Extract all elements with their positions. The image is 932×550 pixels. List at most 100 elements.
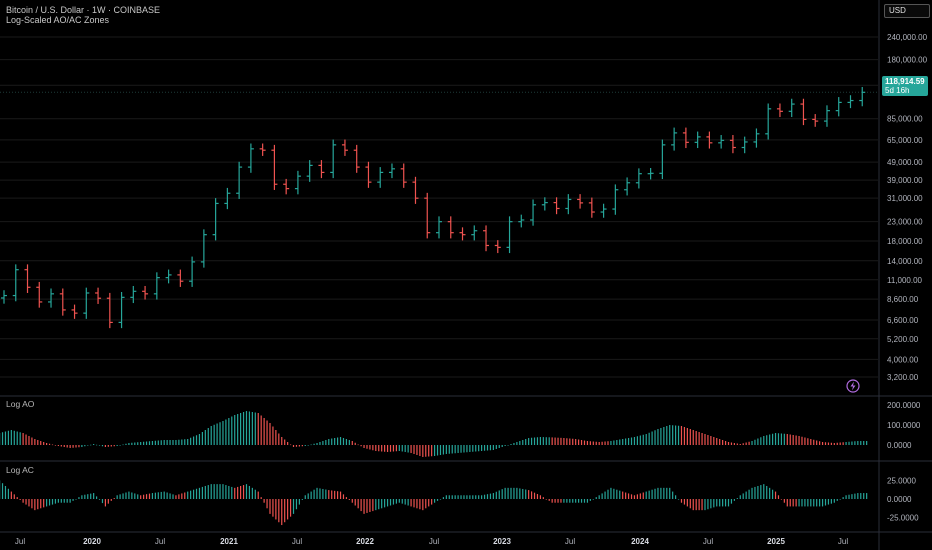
ao-bar <box>689 429 691 445</box>
y-tick-label: 8,600.00 <box>887 295 919 304</box>
x-tick-label: 2024 <box>631 537 649 546</box>
ac-bar <box>786 499 788 507</box>
ao-bar <box>845 442 847 445</box>
ao-bar <box>269 423 271 445</box>
ac-bar <box>172 494 174 499</box>
ao-bar <box>381 445 383 452</box>
currency-selector[interactable]: USD <box>884 4 930 18</box>
ao-bar <box>104 445 107 447</box>
ac-bar <box>698 499 700 511</box>
ac-bar <box>854 493 856 499</box>
ac-bar <box>348 499 350 500</box>
ac-bar <box>754 486 756 499</box>
ao-bar <box>777 433 780 445</box>
ao-bar <box>457 445 459 453</box>
ao-bar <box>407 445 409 453</box>
ao-bar <box>328 439 330 445</box>
y-tick-label: 39,000.00 <box>887 176 923 185</box>
ao-bar <box>369 445 371 450</box>
price-bar <box>659 139 666 180</box>
price-bar <box>24 264 31 293</box>
ao-bar <box>95 444 98 446</box>
ao-bar <box>198 434 201 445</box>
ao-bar <box>148 441 151 445</box>
ac-bar <box>560 499 562 503</box>
ao-bar <box>722 440 724 445</box>
ao-bar <box>863 441 865 445</box>
price-bar <box>518 214 525 228</box>
ao-bar <box>592 441 594 445</box>
ac-bar <box>748 489 750 499</box>
ac-bar <box>25 499 27 505</box>
ao-bar <box>375 445 377 451</box>
ao-bar <box>545 437 547 445</box>
ao-bar <box>433 445 436 456</box>
ac-bar <box>460 495 462 499</box>
ac-bar <box>213 484 215 499</box>
price-bar <box>1 290 7 304</box>
ao-bar <box>181 439 183 445</box>
ac-bar <box>37 499 39 510</box>
ao-bar <box>366 445 368 449</box>
y-tick-label: 180,000.00 <box>887 56 928 65</box>
ao-bar <box>533 437 536 445</box>
ao-bar <box>151 441 154 445</box>
ac-bar <box>816 499 818 507</box>
ac-bar <box>248 485 251 499</box>
x-tick-label: 2022 <box>356 537 374 546</box>
ao-bar <box>319 442 321 445</box>
ac-bar <box>307 493 309 499</box>
ao-bar <box>560 437 562 445</box>
ac-bar <box>481 495 483 499</box>
ac-bar <box>669 487 671 499</box>
ao-bar <box>419 445 421 456</box>
ao-bar <box>34 439 36 445</box>
ao-bar <box>583 440 586 445</box>
ac-bar <box>433 499 436 503</box>
ao-bar <box>686 428 688 445</box>
price-bar <box>306 160 313 182</box>
ac-bar <box>516 487 518 499</box>
ao-bar <box>642 434 644 445</box>
ao-bar <box>242 412 245 445</box>
ac-bar <box>404 499 406 505</box>
ac-bar <box>75 499 77 500</box>
ac-bar <box>475 495 477 499</box>
ac-bar <box>774 491 777 499</box>
ao-bar <box>707 435 709 445</box>
ao-bar <box>495 445 497 449</box>
ao-pane-label[interactable]: Log AO <box>6 399 35 409</box>
price-ohlc-series <box>1 86 866 329</box>
ac-bar <box>131 492 133 499</box>
ao-bar <box>160 440 162 445</box>
ao-bar <box>119 445 121 446</box>
ao-bar <box>234 415 236 445</box>
ac-bar <box>580 499 583 503</box>
ao-bar <box>360 445 362 447</box>
y-tick-label: 31,000.00 <box>887 194 923 203</box>
ao-bar <box>733 443 735 445</box>
ac-bar <box>719 499 721 507</box>
ao-bar <box>413 445 415 454</box>
ac-pane-label[interactable]: Log AC <box>6 465 34 475</box>
ac-bar <box>654 488 656 499</box>
price-bar <box>706 131 713 149</box>
ao-bar <box>698 432 700 445</box>
ao-bar <box>839 442 841 445</box>
ao-bar <box>284 439 286 445</box>
x-tick-label: Jul <box>565 537 575 546</box>
ao-bar <box>90 444 92 446</box>
lightning-icon[interactable] <box>846 379 860 393</box>
ao-bar <box>660 428 662 445</box>
ao-bar <box>663 427 665 445</box>
ac-bar <box>325 489 327 499</box>
ac-bar <box>675 495 677 499</box>
price-bar <box>118 292 125 329</box>
ac-bar <box>801 499 803 507</box>
ac-bar <box>272 499 274 517</box>
ac-bar <box>457 495 459 499</box>
ao-bar <box>636 436 638 445</box>
ao-bar <box>339 437 342 445</box>
price-bar <box>541 197 548 211</box>
